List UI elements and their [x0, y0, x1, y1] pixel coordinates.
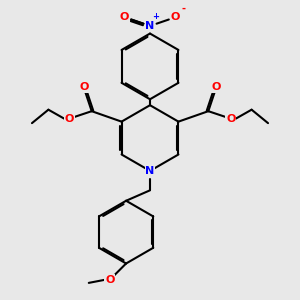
Text: O: O: [105, 275, 114, 285]
Text: O: O: [226, 114, 236, 124]
Text: O: O: [64, 114, 74, 124]
Text: +: +: [152, 12, 159, 21]
Text: N: N: [146, 166, 154, 176]
Text: N: N: [146, 21, 154, 31]
Text: O: O: [120, 12, 129, 22]
Text: -: -: [182, 4, 186, 14]
Text: O: O: [211, 82, 220, 92]
Text: O: O: [80, 82, 89, 92]
Text: O: O: [171, 12, 180, 22]
